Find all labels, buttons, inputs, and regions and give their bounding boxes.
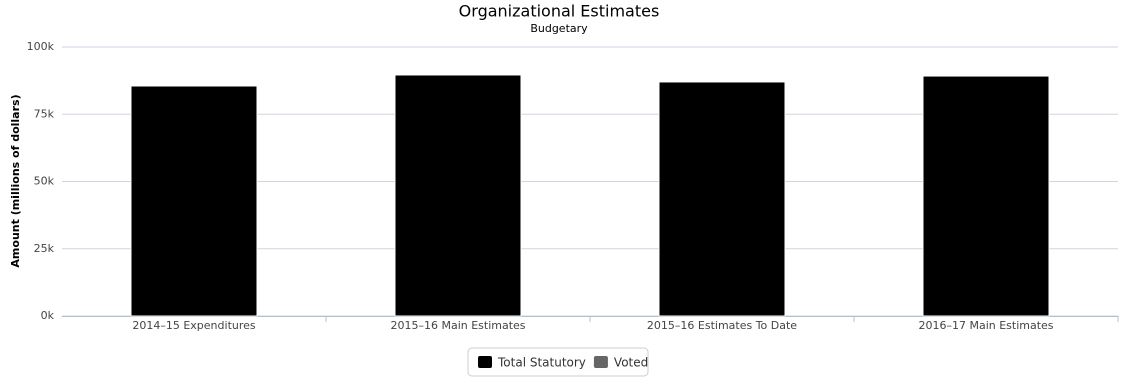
- y-axis-title: Amount (millions of dollars): [9, 94, 22, 267]
- bar-segment: [922, 75, 1050, 317]
- legend-swatch[interactable]: [478, 356, 492, 368]
- x-tick-label: 2014–15 Expenditures: [132, 319, 256, 332]
- bar-segment: [130, 85, 258, 317]
- bar-segment: [394, 74, 522, 317]
- x-tick-label: 2015–16 Estimates To Date: [647, 319, 797, 332]
- x-tick-label: 2015–16 Main Estimates: [390, 319, 525, 332]
- chart-subtitle: Budgetary: [530, 22, 588, 35]
- y-tick-label: 100k: [27, 40, 55, 53]
- legend-label[interactable]: Total Statutory: [497, 356, 586, 370]
- y-tick-label: 0k: [41, 309, 55, 322]
- bar-segment: [658, 81, 786, 317]
- y-tick-label: 75k: [34, 107, 55, 120]
- x-tick-label: 2016–17 Main Estimates: [918, 319, 1053, 332]
- y-tick-label: 50k: [34, 175, 55, 188]
- legend-label[interactable]: Voted: [614, 356, 648, 370]
- chart-title: Organizational Estimates: [459, 2, 660, 21]
- y-tick-label: 25k: [34, 242, 55, 255]
- legend-box: [467, 347, 649, 377]
- legend-swatch[interactable]: [593, 356, 608, 368]
